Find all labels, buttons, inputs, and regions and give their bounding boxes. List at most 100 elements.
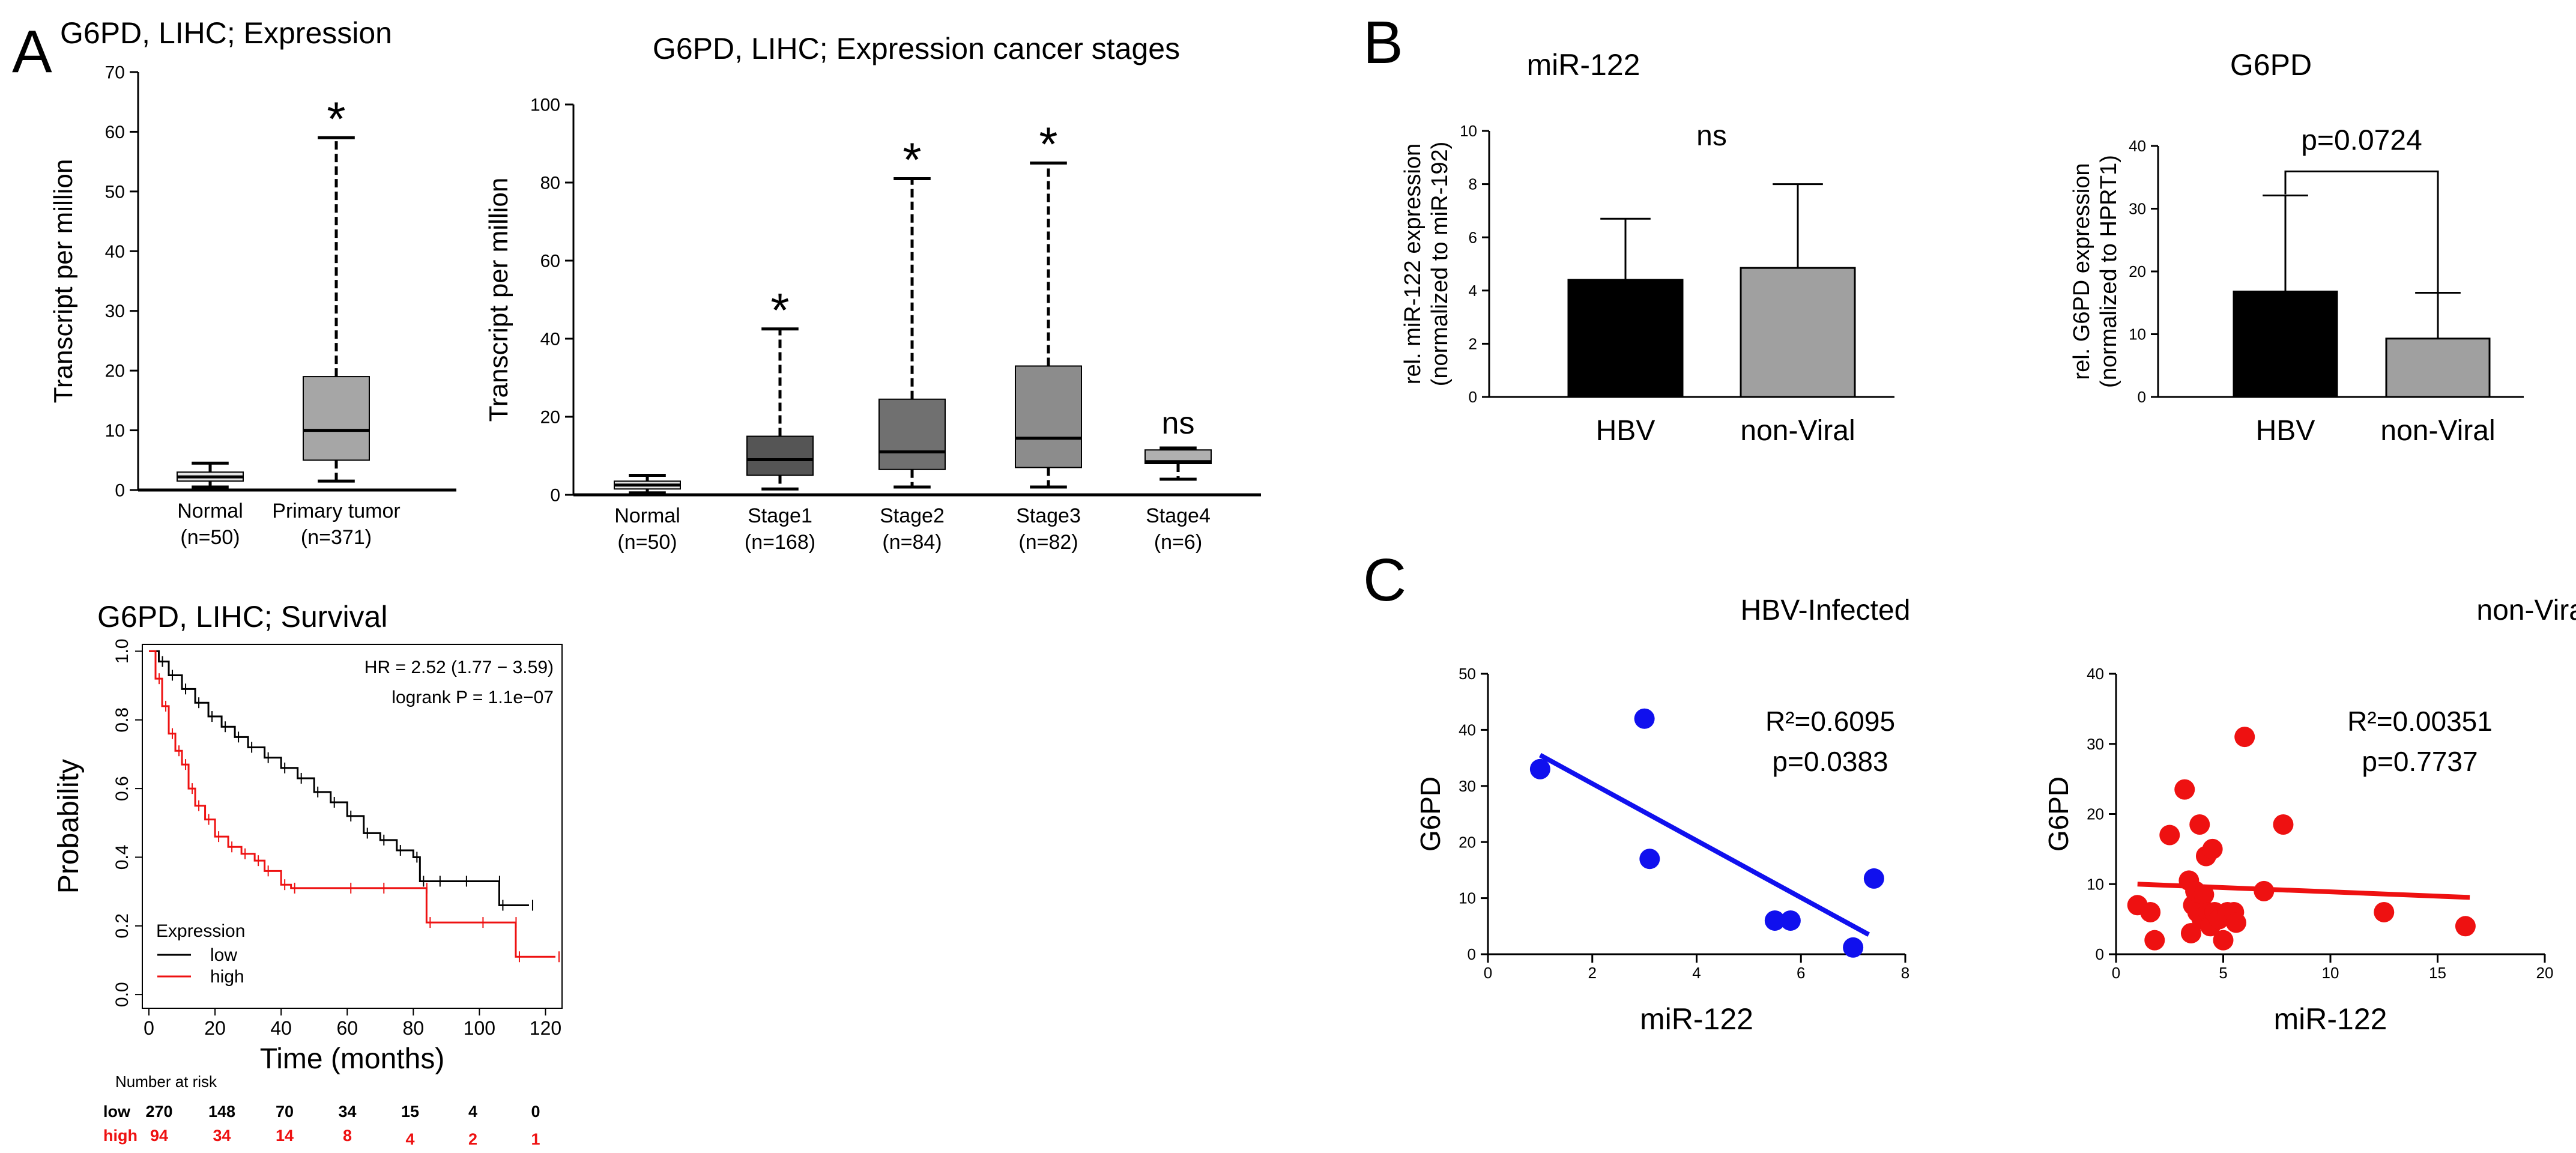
y-tick-label: 20	[540, 408, 560, 428]
y-axis-label-secondary: (normalized to miR-192)	[1427, 142, 1453, 387]
x-axis-label: miR-122	[2274, 1002, 2387, 1036]
risk-value: 14	[276, 1127, 294, 1145]
x-tick-label: 60	[336, 1017, 358, 1039]
scatter-point	[2194, 884, 2215, 905]
stat-r-squared: R²=0.00351	[2347, 706, 2493, 737]
x-tick-label: 40	[270, 1017, 292, 1039]
category-n: (n=50)	[180, 526, 240, 549]
panel-label-c-text: C	[1363, 546, 1406, 614]
bar-non-viral	[1740, 267, 1856, 398]
x-tick-label: 5	[2219, 964, 2227, 982]
risk-row-name-low: low	[103, 1103, 131, 1121]
category-n: (n=50)	[617, 531, 677, 554]
significance-marker: *	[1039, 118, 1057, 171]
y-tick-label: 0	[1469, 388, 1477, 406]
x-tick-label: 10	[2322, 964, 2339, 982]
scatter-point	[2174, 779, 2195, 800]
bar-non-viral	[2385, 337, 2491, 398]
significance-marker: ns	[1162, 406, 1195, 441]
y-tick-label: 40	[2087, 665, 2104, 683]
chart-b1-mir122-bar: miR-122 0 2 4 6 8 10 rel. miR-122 expression (no…	[1400, 48, 1894, 447]
x-tick-label: 80	[403, 1017, 425, 1039]
category-label: Primary tumor	[272, 500, 400, 522]
y-axis-label: G6PD	[2043, 776, 2074, 852]
bar-hbv	[2233, 290, 2338, 398]
y-tick-label: 0	[2096, 945, 2104, 963]
y-tick-label: 20	[1459, 833, 1476, 851]
scatter-point	[1843, 937, 1864, 958]
scatter-point	[1780, 910, 1801, 931]
y-tick-label: 4	[1469, 282, 1477, 300]
panel-label-a-text: A	[12, 18, 52, 85]
category-label: Stage4	[1146, 504, 1211, 527]
legend-label-high: high	[210, 967, 244, 987]
y-tick-label: 10	[2087, 875, 2104, 893]
chart-c2-nonviral-scatter: non-Viral 0 10 20 30 40 0 5 10 15 20 miR-122 G6PD R²=…	[2043, 595, 2576, 1036]
y-tick-label: 20	[105, 362, 125, 381]
box-primary-tumor	[303, 376, 370, 461]
chart-title: G6PD, LIHC; Survival	[97, 600, 387, 634]
y-axis-label: Probability	[53, 759, 85, 894]
risk-row-name-high: high	[103, 1127, 138, 1145]
y-tick-label: 1.0	[112, 639, 132, 664]
y-tick-label: 0	[115, 481, 125, 501]
risk-value: 8	[343, 1127, 352, 1145]
y-tick-label: 0.0	[112, 982, 132, 1007]
category-label: Normal	[614, 504, 680, 527]
risk-value: 4	[468, 1103, 477, 1121]
y-tick-label: 30	[2129, 200, 2146, 218]
y-tick-label: 40	[1459, 721, 1476, 739]
annotation-logrank: logrank P = 1.1e−07	[392, 688, 554, 707]
category-n: (n=371)	[301, 526, 372, 549]
significance-marker: *	[770, 283, 789, 337]
scatter-point	[1764, 910, 1785, 931]
x-tick-label: 4	[1692, 964, 1701, 982]
y-axis-label: rel. G6PD expression	[2069, 163, 2094, 380]
x-tick-label: 100	[464, 1017, 495, 1039]
scatter-point	[2202, 838, 2223, 859]
y-tick-label: 0.8	[112, 707, 132, 733]
y-tick-label: 10	[1459, 889, 1476, 907]
chart-title: HBV-Infected	[1741, 595, 1911, 626]
chart-title: G6PD, LIHC; Expression	[60, 16, 392, 50]
scatter-point	[2180, 922, 2201, 943]
risk-value: 2	[468, 1130, 477, 1148]
panel-label-c: C	[1363, 546, 1406, 614]
box-stage3	[1015, 365, 1082, 468]
regression-line	[1538, 752, 1870, 937]
y-tick-label: 50	[1459, 665, 1476, 683]
chart-c1-hbv-scatter: HBV-Infected 0 10 20 30 40 50 0 2 4 6 8 miR-122 G6PD R…	[1415, 595, 1910, 1036]
category-n: (n=84)	[882, 531, 942, 554]
y-tick-label: 0	[2138, 388, 2146, 406]
y-tick-label: 0	[550, 486, 560, 506]
x-tick-label: 0	[2112, 964, 2120, 982]
chart-title: non-Viral	[2476, 595, 2576, 626]
y-tick-label: 2	[1469, 335, 1477, 353]
risk-value: 34	[338, 1103, 356, 1121]
y-tick-label: 6	[1469, 228, 1477, 246]
panel-label-b: B	[1363, 9, 1403, 76]
significance-annotation: p=0.0724	[2301, 125, 2422, 157]
scatter-point	[2234, 727, 2255, 748]
y-tick-label: 40	[2129, 137, 2146, 155]
category-n: (n=6)	[1154, 531, 1202, 554]
y-tick-label: 0.4	[112, 845, 132, 870]
annotation-hr: HR = 2.52 (1.77 − 3.59)	[364, 658, 554, 677]
x-tick-label: 20	[2536, 964, 2554, 982]
risk-value: 270	[145, 1103, 172, 1121]
x-tick-label: 8	[1901, 964, 1909, 982]
risk-value: 70	[276, 1103, 294, 1121]
km-curve-low	[149, 650, 529, 906]
x-tick-label: 2	[1588, 964, 1597, 982]
category-label: Stage3	[1016, 504, 1081, 527]
y-tick-label: 0.6	[112, 776, 132, 801]
x-tick-label: 15	[2429, 964, 2446, 982]
category-label: non-Viral	[1740, 415, 1855, 447]
y-tick-label: 40	[105, 242, 125, 262]
risk-value: 34	[213, 1127, 231, 1145]
risk-value: 1	[531, 1130, 540, 1148]
scatter-point	[2213, 930, 2234, 951]
y-axis-label-secondary: (normalized to HPRT1)	[2096, 155, 2121, 388]
y-tick-label: 50	[105, 182, 125, 202]
